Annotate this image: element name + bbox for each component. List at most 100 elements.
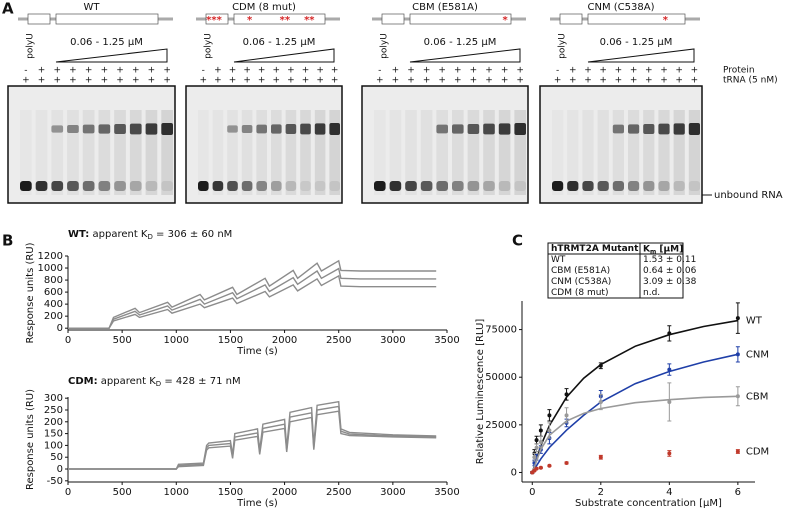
y-tick-label: 200: [44, 311, 63, 322]
free-band: [241, 181, 253, 191]
series-label: CBM: [746, 391, 768, 402]
lane-smear: [145, 110, 158, 195]
y-tick-label: -50: [47, 476, 63, 487]
complex-band: [51, 125, 64, 133]
protein-sign: +: [569, 66, 577, 76]
protein-sign: +: [229, 66, 237, 76]
title-part: D: [156, 380, 161, 388]
gel-title: CNM (C538A): [588, 2, 655, 13]
lane-smear: [643, 110, 655, 195]
data-point: [735, 316, 740, 321]
lane-smear: [597, 110, 609, 195]
chart-title: WT: apparent KD = 306 ± 60 nM: [68, 229, 232, 241]
protein-sign: +: [214, 66, 222, 76]
data-point: [598, 455, 603, 460]
trna-sign: +: [214, 76, 222, 86]
lane-smear: [688, 110, 700, 195]
complex-band: [129, 123, 142, 135]
data-point: [534, 466, 539, 471]
mutation-mark: *: [247, 15, 253, 26]
table-cell: 3.09 ± 0.38: [643, 277, 697, 287]
trna-sign: +: [53, 76, 61, 86]
x-tick-label: 0: [65, 335, 71, 346]
x-tick-label: 2: [598, 487, 604, 498]
x-tick-label: 0: [529, 487, 535, 498]
free-band: [467, 181, 480, 191]
lane-smear: [673, 110, 685, 195]
data-point: [667, 399, 672, 404]
complex-band: [514, 123, 526, 135]
y-tick-label: 0: [57, 323, 63, 334]
trna-sign: +: [485, 76, 493, 86]
table-cell: WT: [551, 255, 566, 265]
lane-smear: [658, 110, 670, 195]
title-part: WT:: [68, 229, 89, 240]
protein-sign: +: [85, 66, 93, 76]
protein-sign: +: [407, 66, 415, 76]
x-tick-label: 4: [666, 487, 672, 498]
lane-smear: [198, 110, 209, 195]
complex-band: [285, 124, 297, 134]
free-band: [452, 181, 464, 191]
data-point: [564, 460, 569, 465]
range-label: 0.06 - 1.25 μM: [600, 37, 673, 48]
y-tick-label: 250: [44, 405, 63, 416]
gradient-triangle: [409, 48, 521, 63]
data-point: [547, 428, 552, 433]
free-band: [256, 181, 267, 191]
lane-smear: [498, 110, 511, 195]
protein-sign: +: [69, 66, 77, 76]
data-point: [667, 367, 672, 372]
header-part: [μM]: [656, 244, 683, 254]
polyu-label: polyU: [26, 33, 36, 59]
gel-title: CDM (8 mut): [232, 2, 296, 13]
complex-band: [643, 124, 655, 134]
y-axis-label: Relative Luminescence [RLU]: [475, 319, 486, 465]
data-point: [564, 392, 569, 397]
trna-sign: +: [376, 76, 384, 86]
complex-band: [436, 124, 448, 134]
protein-sign: +: [615, 66, 623, 76]
x-axis-label: Time (s): [236, 498, 278, 509]
title-part: apparent K: [89, 229, 148, 240]
complex-band: [498, 123, 511, 135]
gradient-triangle: [587, 48, 695, 63]
trna-sign: +: [470, 76, 478, 86]
x-tick-label: 500: [113, 487, 132, 498]
free-band: [514, 181, 526, 191]
trna-sign: +: [569, 76, 577, 86]
lane-smear: [51, 110, 64, 195]
trna-sign: +: [116, 76, 124, 86]
protein-sign: +: [243, 66, 251, 76]
lane-smear: [314, 110, 326, 195]
protein-sign: +: [287, 66, 295, 76]
table-header: Km [μM]: [643, 244, 683, 255]
protein-sign: +: [101, 66, 109, 76]
data-point: [735, 394, 740, 399]
schematic-box: [559, 13, 583, 25]
data-point: [538, 465, 543, 470]
table-header: hTRMT2A Mutant: [551, 244, 639, 254]
title-part: = 428 ± 71 nM: [161, 376, 240, 387]
y-tick-label: 100: [44, 440, 63, 451]
free-band: [212, 181, 224, 191]
lane-smear: [114, 110, 126, 195]
mutation-mark: *: [663, 15, 669, 26]
free-band: [67, 181, 79, 191]
trna-sign: +: [392, 76, 400, 86]
free-band: [129, 181, 142, 191]
data-point: [598, 363, 603, 368]
protein-sign: +: [316, 66, 324, 76]
mutation-mark: **: [280, 15, 291, 26]
data-point: [534, 445, 539, 450]
lane-smear: [405, 110, 417, 195]
y-axis-label: Response units (RU): [25, 242, 36, 343]
x-tick-label: 2500: [326, 487, 351, 498]
trna-sign: +: [243, 76, 251, 86]
protein-sign: +: [438, 66, 446, 76]
mutation-mark: ***: [206, 15, 222, 26]
protein-sign: +: [302, 66, 310, 76]
lane-smear: [241, 110, 253, 195]
